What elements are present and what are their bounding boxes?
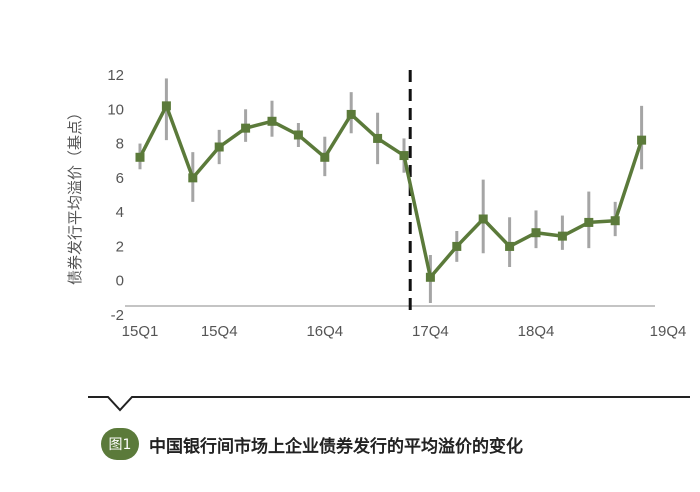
data-point [267,116,277,126]
x-tick-label: 18Q4 [518,323,555,340]
y-axis-ticks: 12 10 8 6 4 2 0 -2 [107,67,124,324]
x-tick-label: 17Q4 [412,323,449,340]
data-point [188,173,198,183]
data-point [425,272,435,282]
data-point [241,123,251,133]
series-line [138,104,644,280]
data-point [135,152,145,162]
data-markers [135,101,647,282]
figure-caption: 图1 中国银行间市场上企业债券发行的平均溢价的变化 [101,428,523,460]
data-point [320,152,330,162]
data-point [214,142,224,152]
data-point [452,241,462,251]
data-point [557,231,567,241]
x-axis-ticks: 15Q1 15Q4 16Q4 17Q4 18Q4 19Q4 [122,323,687,340]
data-point [505,241,515,251]
x-tick-label: 16Q4 [306,323,343,340]
x-tick-label: 15Q4 [201,323,238,340]
data-point [346,109,356,119]
data-point [478,214,488,224]
y-tick-label: 2 [116,238,124,255]
caption-title: 中国银行间市场上企业债券发行的平均溢价的变化 [149,436,523,457]
data-point [293,130,303,140]
y-tick-label: 6 [116,170,124,187]
data-point [637,135,647,145]
data-point [610,216,620,226]
y-tick-label: 0 [116,273,124,290]
data-point [161,101,171,111]
y-tick-label: -2 [111,307,124,324]
y-tick-label: 12 [107,67,124,84]
y-axis-label: 债券发行平均溢价（基点） [66,105,84,285]
y-tick-label: 8 [116,136,124,153]
data-point [584,217,594,227]
figure-badge: 图1 [101,428,139,460]
data-point [399,151,409,161]
error-bars [138,78,644,303]
y-tick-label: 10 [107,101,124,118]
caption-separator-line [88,396,690,412]
data-point [531,228,541,238]
y-tick-label: 4 [116,204,124,221]
x-tick-label: 15Q1 [122,323,159,340]
data-point [373,133,383,143]
x-tick-label: 19Q4 [650,323,687,340]
